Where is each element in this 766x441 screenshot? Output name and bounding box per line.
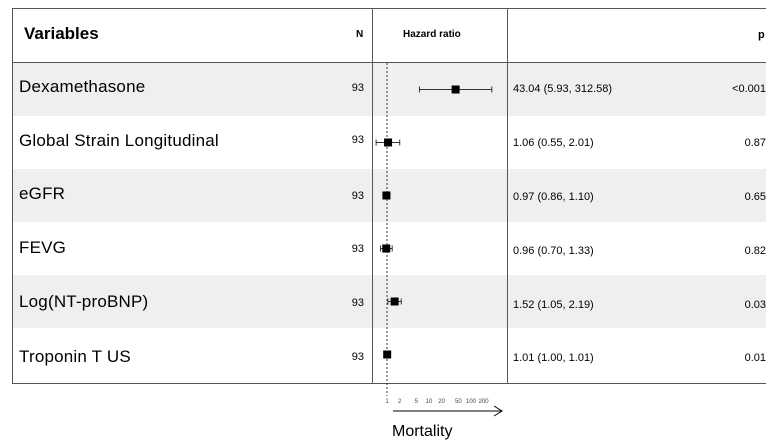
point-estimate (382, 191, 391, 200)
forest-table (12, 8, 766, 384)
hazard-ratio-text: 1.01 (1.00, 1.01) (513, 352, 594, 364)
header-variables: Variables (24, 24, 99, 43)
hazard-ratio-text: 43.04 (5.93, 312.58) (513, 83, 613, 95)
hazard-ratio-text: 1.52 (1.05, 2.19) (513, 299, 594, 311)
column-divider (507, 8, 508, 384)
n-value: 93 (351, 190, 364, 202)
p-value: <0.001 (732, 83, 766, 95)
variable-label: Log(NT-proBNP) (19, 292, 149, 311)
point-estimate (383, 350, 392, 359)
x-tick-label: 2 (398, 399, 402, 405)
n-value: 93 (351, 297, 364, 309)
x-tick-label: 5 (415, 399, 419, 405)
variable-label: Troponin T US (19, 347, 131, 366)
column-divider (372, 8, 373, 384)
n-value: 93 (351, 243, 364, 255)
header-n: N (356, 29, 364, 40)
variable-label: FEVG (19, 238, 67, 257)
variable-label: eGFR (19, 184, 66, 203)
p-value: 0.82 (744, 245, 766, 257)
variable-label: Dexamethasone (19, 77, 146, 96)
variable-label: Global Strain Longitudinal (19, 131, 219, 150)
row-background (13, 63, 766, 116)
header-p: p (758, 29, 765, 41)
p-value: 0.01 (744, 352, 766, 364)
hazard-ratio-text: 0.97 (0.86, 1.10) (513, 191, 594, 203)
point-estimate (384, 138, 393, 147)
point-estimate (390, 297, 399, 306)
hazard-ratio-text: 1.06 (0.55, 2.01) (513, 137, 594, 149)
n-value: 93 (351, 351, 364, 363)
n-value: 93 (351, 134, 364, 146)
outcome-label: Mortality (392, 423, 453, 440)
x-tick-label: 50 (455, 399, 462, 405)
x-tick-label: 20 (438, 399, 445, 405)
p-value: 0.87 (744, 137, 766, 149)
x-tick-label: 10 (426, 399, 433, 405)
x-tick-label: 100 (466, 399, 477, 405)
p-value: 0.65 (744, 191, 766, 203)
x-tick-label: 1 (385, 399, 389, 405)
n-value: 93 (351, 82, 364, 94)
point-estimate (451, 85, 460, 94)
header-hazard-ratio: Hazard ratio (403, 29, 461, 40)
point-estimate (382, 244, 391, 253)
x-tick-label: 200 (479, 399, 490, 405)
header-separator (12, 62, 766, 63)
hazard-ratio-text: 0.96 (0.70, 1.33) (513, 245, 594, 257)
arrow-head (493, 405, 503, 417)
p-value: 0.03 (744, 299, 766, 311)
